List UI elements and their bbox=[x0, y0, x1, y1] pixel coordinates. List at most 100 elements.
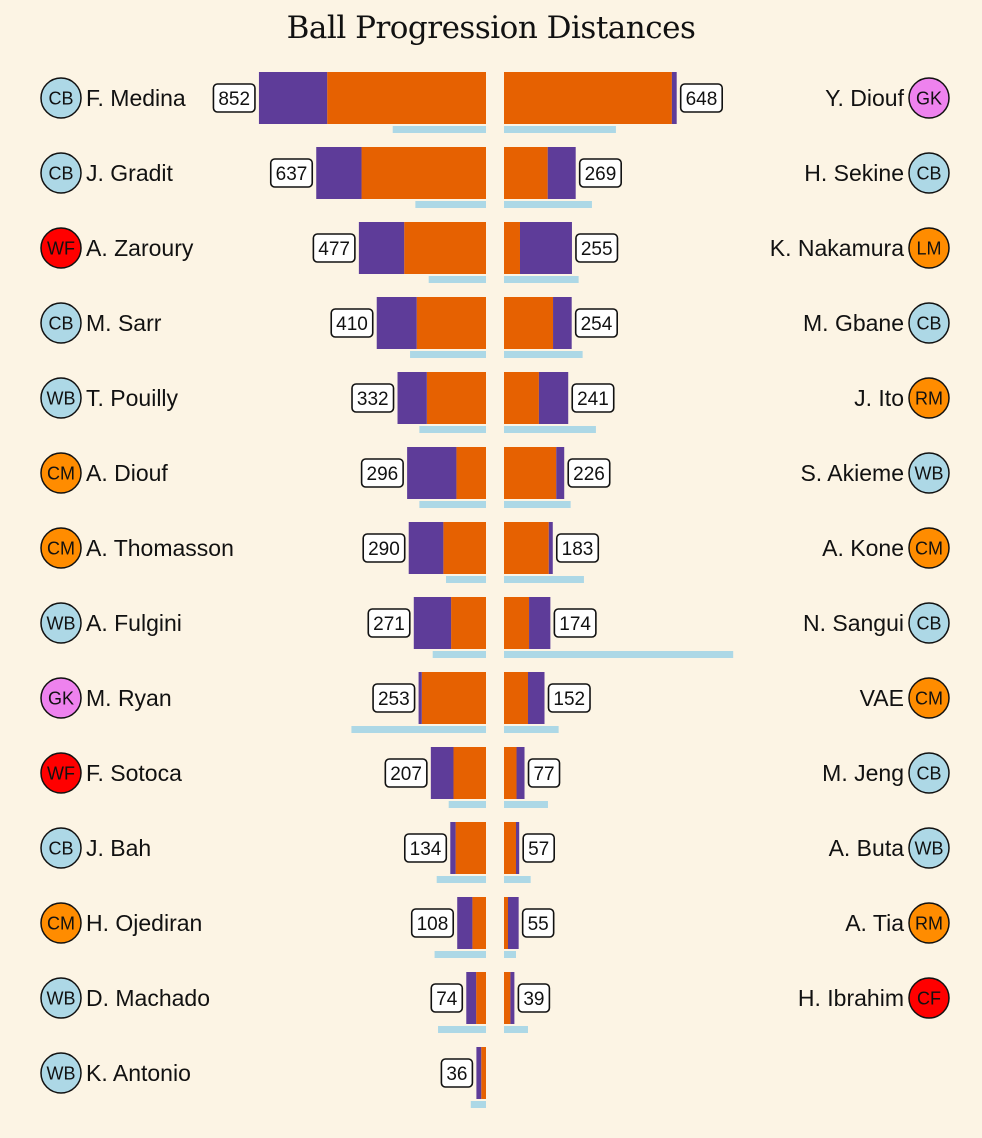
right-value-label-box-4 bbox=[571, 383, 615, 413]
left-underline-bar-12 bbox=[438, 1026, 486, 1033]
right-bar-orange-6 bbox=[504, 522, 549, 574]
left-value-label-box-2 bbox=[312, 233, 356, 263]
right-position-label-3: CB bbox=[916, 314, 941, 334]
left-position-badge-2 bbox=[40, 227, 82, 269]
left-value-label-12: 74 bbox=[436, 989, 458, 1010]
left-bar-purple-2 bbox=[358, 222, 405, 274]
left-value-label-box-7 bbox=[367, 608, 411, 638]
right-player-name-5: S. Akieme bbox=[800, 460, 904, 486]
left-bar-orange-13 bbox=[481, 1047, 486, 1099]
left-value-label-0: 852 bbox=[218, 89, 250, 110]
right-value-label-5: 226 bbox=[573, 464, 605, 485]
right-value-label-box-10 bbox=[522, 833, 555, 863]
left-player-name-5: A. Diouf bbox=[86, 460, 168, 486]
left-position-badge-11 bbox=[40, 902, 82, 944]
right-value-label-box-5 bbox=[567, 458, 611, 488]
left-value-label-box-11 bbox=[410, 908, 455, 938]
left-underline-bar-2 bbox=[428, 276, 486, 283]
left-position-label-12: WB bbox=[47, 989, 76, 1009]
left-bar-purple-9 bbox=[430, 747, 454, 799]
left-position-label-3: CB bbox=[48, 314, 73, 334]
left-position-label-4: WB bbox=[47, 389, 76, 409]
left-bar-purple-1 bbox=[316, 147, 362, 199]
right-position-badge-2 bbox=[908, 227, 950, 269]
right-bar-orange-12 bbox=[504, 972, 511, 1024]
right-position-badge-8 bbox=[908, 677, 950, 719]
right-player-name-3: M. Gbane bbox=[803, 310, 904, 336]
right-position-badge-12 bbox=[908, 977, 950, 1019]
right-player-name-4: J. Ito bbox=[854, 385, 904, 411]
right-value-label-11: 55 bbox=[528, 914, 549, 935]
left-value-label-9: 207 bbox=[390, 764, 422, 785]
right-value-label-6: 183 bbox=[562, 539, 594, 560]
left-bar-orange-11 bbox=[472, 897, 486, 949]
right-bar-orange-0 bbox=[504, 72, 672, 124]
right-bar-purple-7 bbox=[529, 597, 551, 649]
right-underline-bar-1 bbox=[504, 201, 592, 208]
left-position-label-10: CB bbox=[48, 839, 73, 859]
left-position-label-0: CB bbox=[48, 89, 73, 109]
right-value-label-2: 255 bbox=[581, 239, 613, 260]
left-value-label-box-5 bbox=[360, 458, 404, 488]
right-value-label-box-0 bbox=[679, 83, 723, 113]
left-value-label-box-12 bbox=[430, 983, 464, 1013]
right-underline-bar-5 bbox=[504, 501, 571, 508]
left-bar-orange-8 bbox=[421, 672, 486, 724]
left-player-name-2: A. Zaroury bbox=[86, 235, 194, 261]
right-player-name-10: A. Buta bbox=[829, 835, 905, 861]
right-value-label-box-6 bbox=[555, 533, 600, 563]
right-position-label-1: CB bbox=[916, 164, 941, 184]
right-underline-bar-9 bbox=[504, 801, 548, 808]
left-player-name-1: J. Gradit bbox=[86, 160, 174, 186]
left-player-name-3: M. Sarr bbox=[86, 310, 162, 336]
right-bar-purple-0 bbox=[671, 72, 677, 124]
right-value-label-box-2 bbox=[575, 233, 619, 263]
right-position-label-8: CM bbox=[915, 689, 943, 709]
right-value-label-8: 152 bbox=[553, 689, 585, 710]
right-value-label-box-12 bbox=[517, 983, 551, 1013]
left-position-label-2: WF bbox=[47, 239, 75, 259]
left-bar-purple-10 bbox=[450, 822, 456, 874]
right-value-label-3: 254 bbox=[581, 314, 613, 335]
left-value-label-box-1 bbox=[269, 158, 314, 188]
right-value-label-1: 269 bbox=[585, 164, 617, 185]
right-player-name-1: H. Sekine bbox=[804, 160, 904, 186]
left-underline-bar-3 bbox=[410, 351, 486, 358]
right-bar-orange-3 bbox=[504, 297, 554, 349]
left-position-badge-7 bbox=[40, 602, 82, 644]
left-bar-orange-2 bbox=[404, 222, 486, 274]
left-value-label-box-0 bbox=[212, 83, 256, 113]
left-position-badge-13 bbox=[40, 1052, 82, 1094]
right-player-name-0: Y. Diouf bbox=[825, 85, 904, 111]
right-underline-bar-2 bbox=[504, 276, 579, 283]
right-underline-bar-10 bbox=[504, 876, 531, 883]
left-underline-bar-5 bbox=[419, 501, 486, 508]
left-value-label-6: 290 bbox=[368, 539, 400, 560]
right-position-label-10: WB bbox=[915, 839, 944, 859]
left-bar-orange-10 bbox=[455, 822, 486, 874]
left-position-badge-1 bbox=[40, 152, 82, 194]
left-bar-purple-13 bbox=[476, 1047, 482, 1099]
left-position-badge-5 bbox=[40, 452, 82, 494]
right-player-name-9: M. Jeng bbox=[822, 760, 904, 786]
right-value-label-12: 39 bbox=[523, 989, 544, 1010]
right-position-label-2: LM bbox=[916, 239, 941, 259]
right-bar-orange-4 bbox=[504, 372, 539, 424]
left-underline-bar-6 bbox=[446, 576, 486, 583]
left-position-label-13: WB bbox=[47, 1064, 76, 1084]
right-underline-bar-3 bbox=[504, 351, 583, 358]
left-bar-purple-6 bbox=[408, 522, 444, 574]
left-bar-purple-4 bbox=[397, 372, 427, 424]
right-bar-purple-4 bbox=[538, 372, 569, 424]
right-position-badge-3 bbox=[908, 302, 950, 344]
right-player-name-6: A. Kone bbox=[822, 535, 904, 561]
left-bar-purple-5 bbox=[407, 447, 457, 499]
right-underline-bar-12 bbox=[504, 1026, 528, 1033]
right-position-label-7: CB bbox=[916, 614, 941, 634]
left-underline-bar-13 bbox=[470, 1101, 486, 1108]
left-underline-bar-1 bbox=[415, 201, 486, 208]
right-position-badge-9 bbox=[908, 752, 950, 794]
left-position-badge-10 bbox=[40, 827, 82, 869]
right-value-label-box-11 bbox=[521, 908, 555, 938]
left-underline-bar-9 bbox=[448, 801, 486, 808]
